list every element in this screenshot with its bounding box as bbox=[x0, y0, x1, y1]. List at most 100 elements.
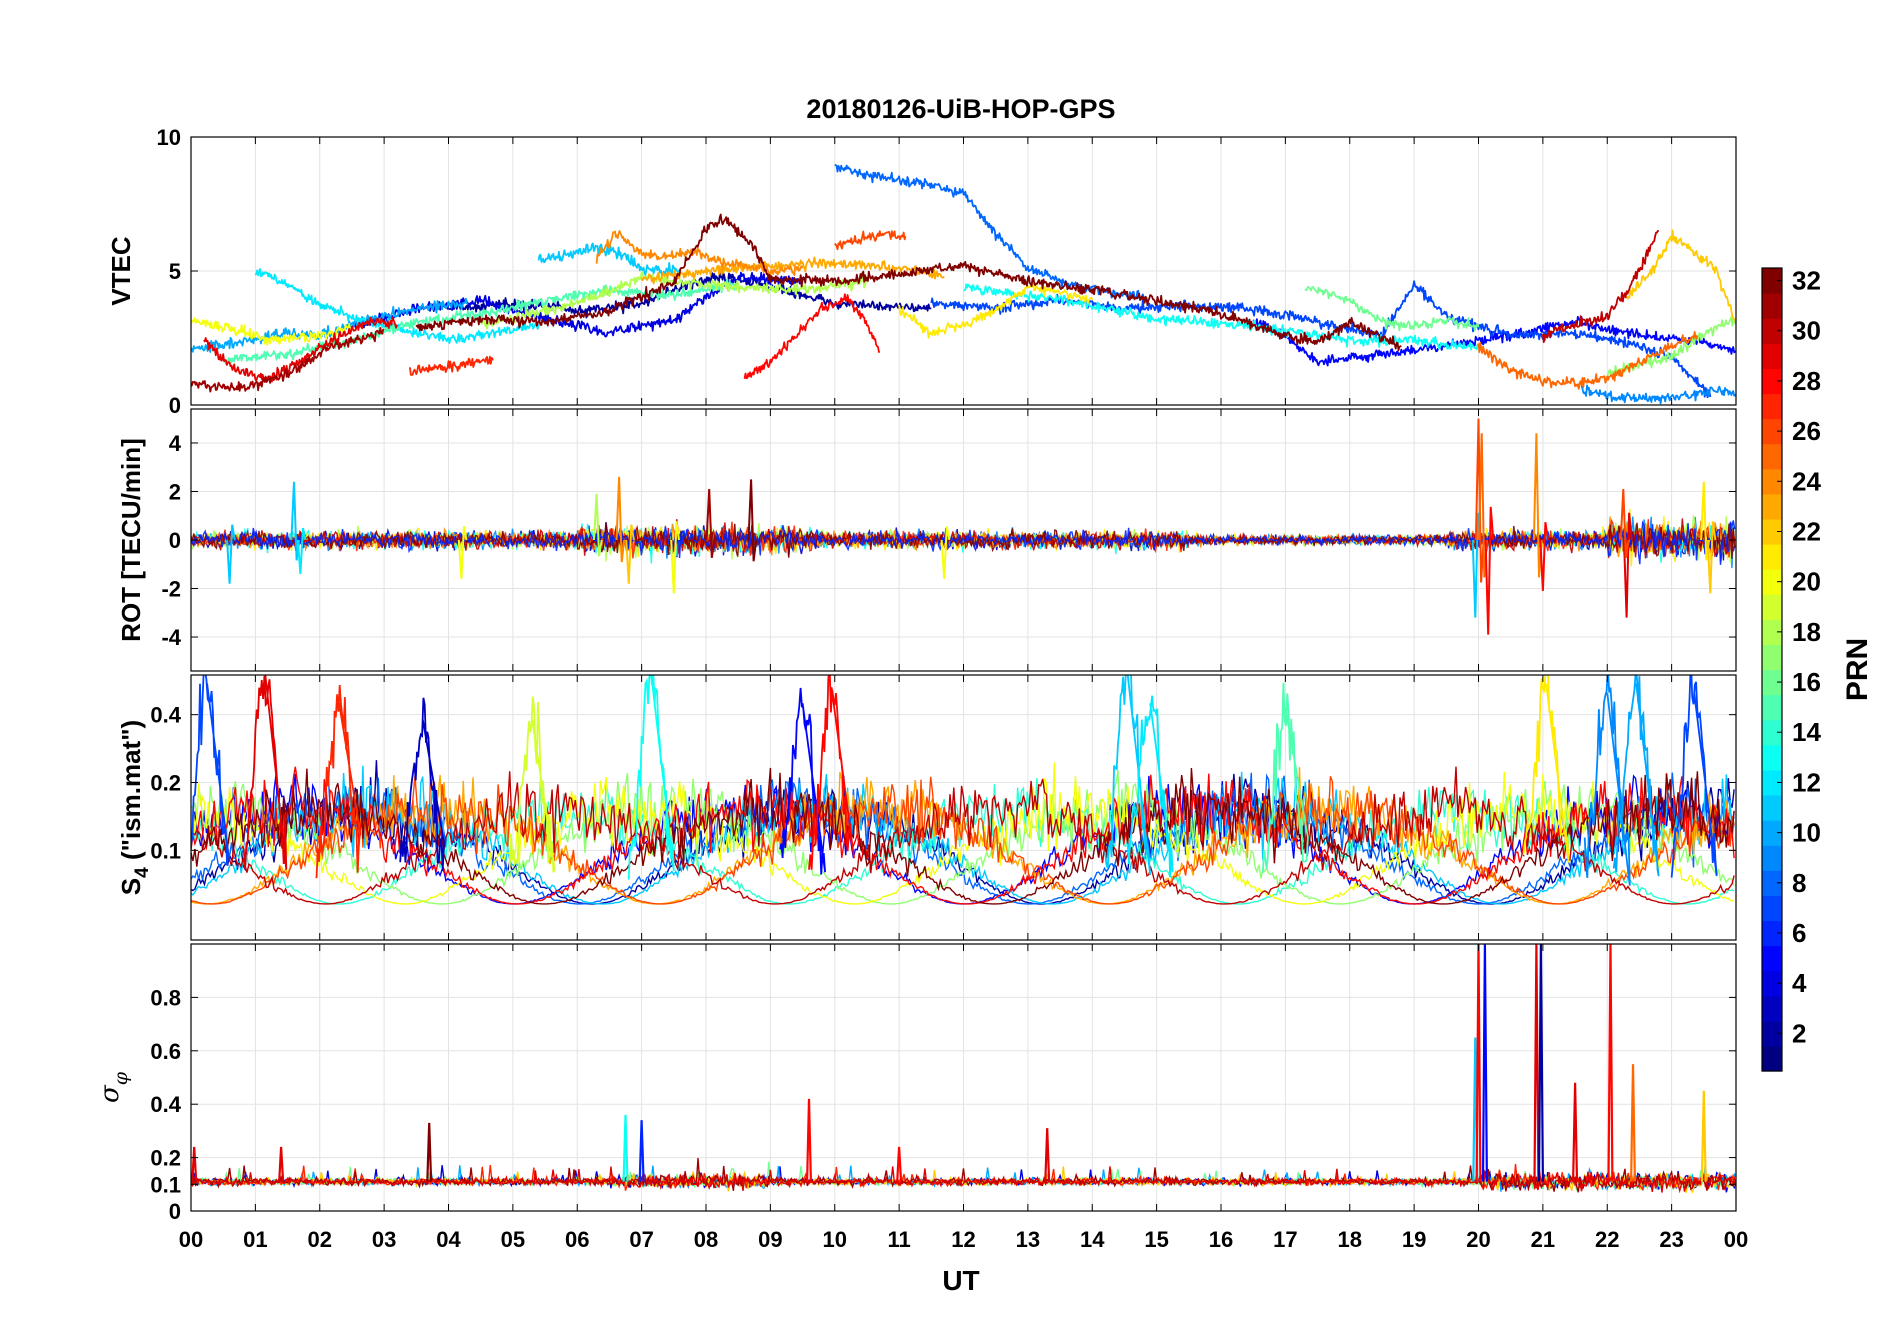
x-tick-label: 02 bbox=[308, 1227, 332, 1252]
s4-peak-prn-11 bbox=[1104, 675, 1152, 876]
sigma-spike-prn-13 bbox=[622, 1114, 629, 1182]
s4-peak-prn-7 bbox=[1670, 675, 1718, 878]
series-group bbox=[191, 163, 1736, 405]
colorbar-swatch-prn-16 bbox=[1762, 669, 1782, 696]
colorbar-swatch-prn-5 bbox=[1762, 945, 1782, 972]
colorbar-swatch-prn-10 bbox=[1762, 820, 1782, 846]
sigma-spike-prn-28 bbox=[896, 1146, 903, 1182]
s4-peak-prn-3 bbox=[399, 697, 445, 871]
colorbar-label: PRN bbox=[1841, 638, 1874, 701]
colorbar-tick-label: 32 bbox=[1792, 266, 1821, 296]
rot-spike-prn-20 bbox=[670, 521, 680, 594]
sigma-spike-prn-28 bbox=[1475, 944, 1482, 1182]
sigma-spike-prn-29 bbox=[1044, 1128, 1051, 1182]
colorbar-swatch-prn-11 bbox=[1762, 794, 1782, 821]
s4-band-prn-20 bbox=[191, 762, 1735, 905]
s4-peak-prn-10 bbox=[1612, 675, 1660, 877]
y-tick-label: 10 bbox=[157, 125, 181, 150]
series-line-prn-31 bbox=[191, 327, 385, 393]
rot-spike-prn-12 bbox=[296, 527, 307, 575]
colorbar-tick-label: 28 bbox=[1792, 366, 1821, 396]
x-tick-label: 19 bbox=[1402, 1227, 1426, 1252]
series-line-prn-11 bbox=[537, 242, 681, 277]
colorbar-swatch-prn-15 bbox=[1762, 694, 1782, 721]
s4-band-prn-26 bbox=[191, 775, 1735, 905]
rot-spike-prn-20 bbox=[457, 526, 468, 579]
y-tick-label: 0.1 bbox=[150, 838, 181, 863]
sigma-band-prn-29 bbox=[191, 1166, 1736, 1194]
colorbar-swatch-prn-9 bbox=[1762, 845, 1782, 871]
colorbar-swatch-prn-23 bbox=[1762, 493, 1782, 520]
series-line-prn-23 bbox=[640, 256, 945, 285]
series-line-prn-26 bbox=[834, 230, 907, 251]
x-tick-label: 06 bbox=[565, 1227, 589, 1252]
y-tick-label: -4 bbox=[161, 625, 181, 650]
series-line-prn-8 bbox=[834, 163, 1145, 301]
x-tick-label: 09 bbox=[758, 1227, 782, 1252]
colorbar-tick-label: 12 bbox=[1792, 767, 1821, 797]
s4-peak-prn-15 bbox=[1261, 682, 1309, 873]
colorbar-swatch-prn-6 bbox=[1762, 920, 1782, 947]
x-tick-label: 01 bbox=[243, 1227, 267, 1252]
rot-spike-prn-31 bbox=[705, 489, 716, 558]
colorbar-swatch-prn-30 bbox=[1762, 318, 1782, 344]
rot-spike-prn-11 bbox=[226, 524, 236, 584]
x-tick-label: 00 bbox=[179, 1227, 203, 1252]
x-tick-label: 13 bbox=[1016, 1227, 1040, 1252]
rot-spike-prn-22 bbox=[625, 524, 635, 584]
y-tick-label: 4 bbox=[169, 431, 182, 456]
y-tick-label: 0.2 bbox=[150, 1146, 181, 1171]
colorbar-swatch-prn-26 bbox=[1762, 418, 1782, 445]
x-tick-label: 17 bbox=[1273, 1227, 1297, 1252]
y-tick-label: 0.6 bbox=[150, 1039, 181, 1064]
series-group bbox=[191, 944, 1736, 1194]
x-tick-label: 03 bbox=[372, 1227, 396, 1252]
y-tick-label: -2 bbox=[161, 577, 181, 602]
sigma-spike-prn-29 bbox=[1572, 1082, 1579, 1182]
colorbar-tick-label: 16 bbox=[1792, 667, 1821, 697]
s4-peak-prn-21 bbox=[1522, 675, 1570, 863]
y-axis-label: VTEC bbox=[106, 236, 136, 306]
colorbar-swatch-prn-32 bbox=[1762, 268, 1782, 294]
x-tick-label: 15 bbox=[1144, 1227, 1168, 1252]
colorbar-swatch-prn-3 bbox=[1762, 995, 1782, 1022]
y-tick-label: 0 bbox=[169, 1199, 181, 1224]
series-line-prn-30 bbox=[1542, 229, 1659, 344]
y-axis-label: ROT [TECU/min] bbox=[116, 438, 146, 642]
sigma-spike-prn-29 bbox=[1533, 944, 1540, 1182]
rot-spike-prn-28 bbox=[1539, 522, 1549, 591]
colorbar-tick-label: 4 bbox=[1792, 968, 1807, 998]
colorbar-swatch-prn-27 bbox=[1762, 393, 1782, 420]
y-tick-label: 0 bbox=[169, 528, 181, 553]
colorbar-swatch-prn-19 bbox=[1762, 594, 1782, 620]
x-tick-label: 10 bbox=[823, 1227, 847, 1252]
y-tick-label: 0.8 bbox=[150, 985, 181, 1010]
colorbar-tick-label: 2 bbox=[1792, 1018, 1806, 1048]
y-tick-label: 5 bbox=[169, 259, 181, 284]
series-line-prn-25 bbox=[1477, 331, 1699, 390]
x-tick-label: 07 bbox=[629, 1227, 653, 1252]
sigma-spike-prn-29 bbox=[191, 1146, 198, 1182]
colorbar-tick-label: 22 bbox=[1792, 516, 1821, 546]
series-line-prn-17 bbox=[1606, 316, 1736, 377]
colorbar-swatch-prn-24 bbox=[1762, 468, 1782, 495]
x-tick-label: 14 bbox=[1080, 1227, 1105, 1252]
panel-s4: 0.10.20.4S4 ("ism.mat") bbox=[116, 674, 1737, 941]
s4-peak-prn-29 bbox=[241, 675, 288, 870]
s4-peak-prn-7 bbox=[191, 675, 230, 866]
colorbar-swatch-prn-25 bbox=[1762, 443, 1782, 470]
colorbar-swatch-prn-1 bbox=[1762, 1045, 1782, 1072]
s4-peak-prn-19 bbox=[508, 696, 556, 873]
sigma-spike-prn-2 bbox=[1537, 944, 1544, 1182]
series-line-prn-27 bbox=[409, 355, 494, 376]
series-group bbox=[191, 675, 1735, 905]
s4-band-prn-28 bbox=[191, 766, 1735, 905]
colorbar-swatch-prn-2 bbox=[1762, 1020, 1782, 1047]
colorbar-tick-label: 18 bbox=[1792, 617, 1821, 647]
x-tick-label: 05 bbox=[501, 1227, 525, 1252]
series-group bbox=[191, 418, 1736, 635]
sigma-spike-prn-25 bbox=[1630, 1064, 1636, 1182]
y-tick-label: 0.4 bbox=[150, 703, 181, 728]
